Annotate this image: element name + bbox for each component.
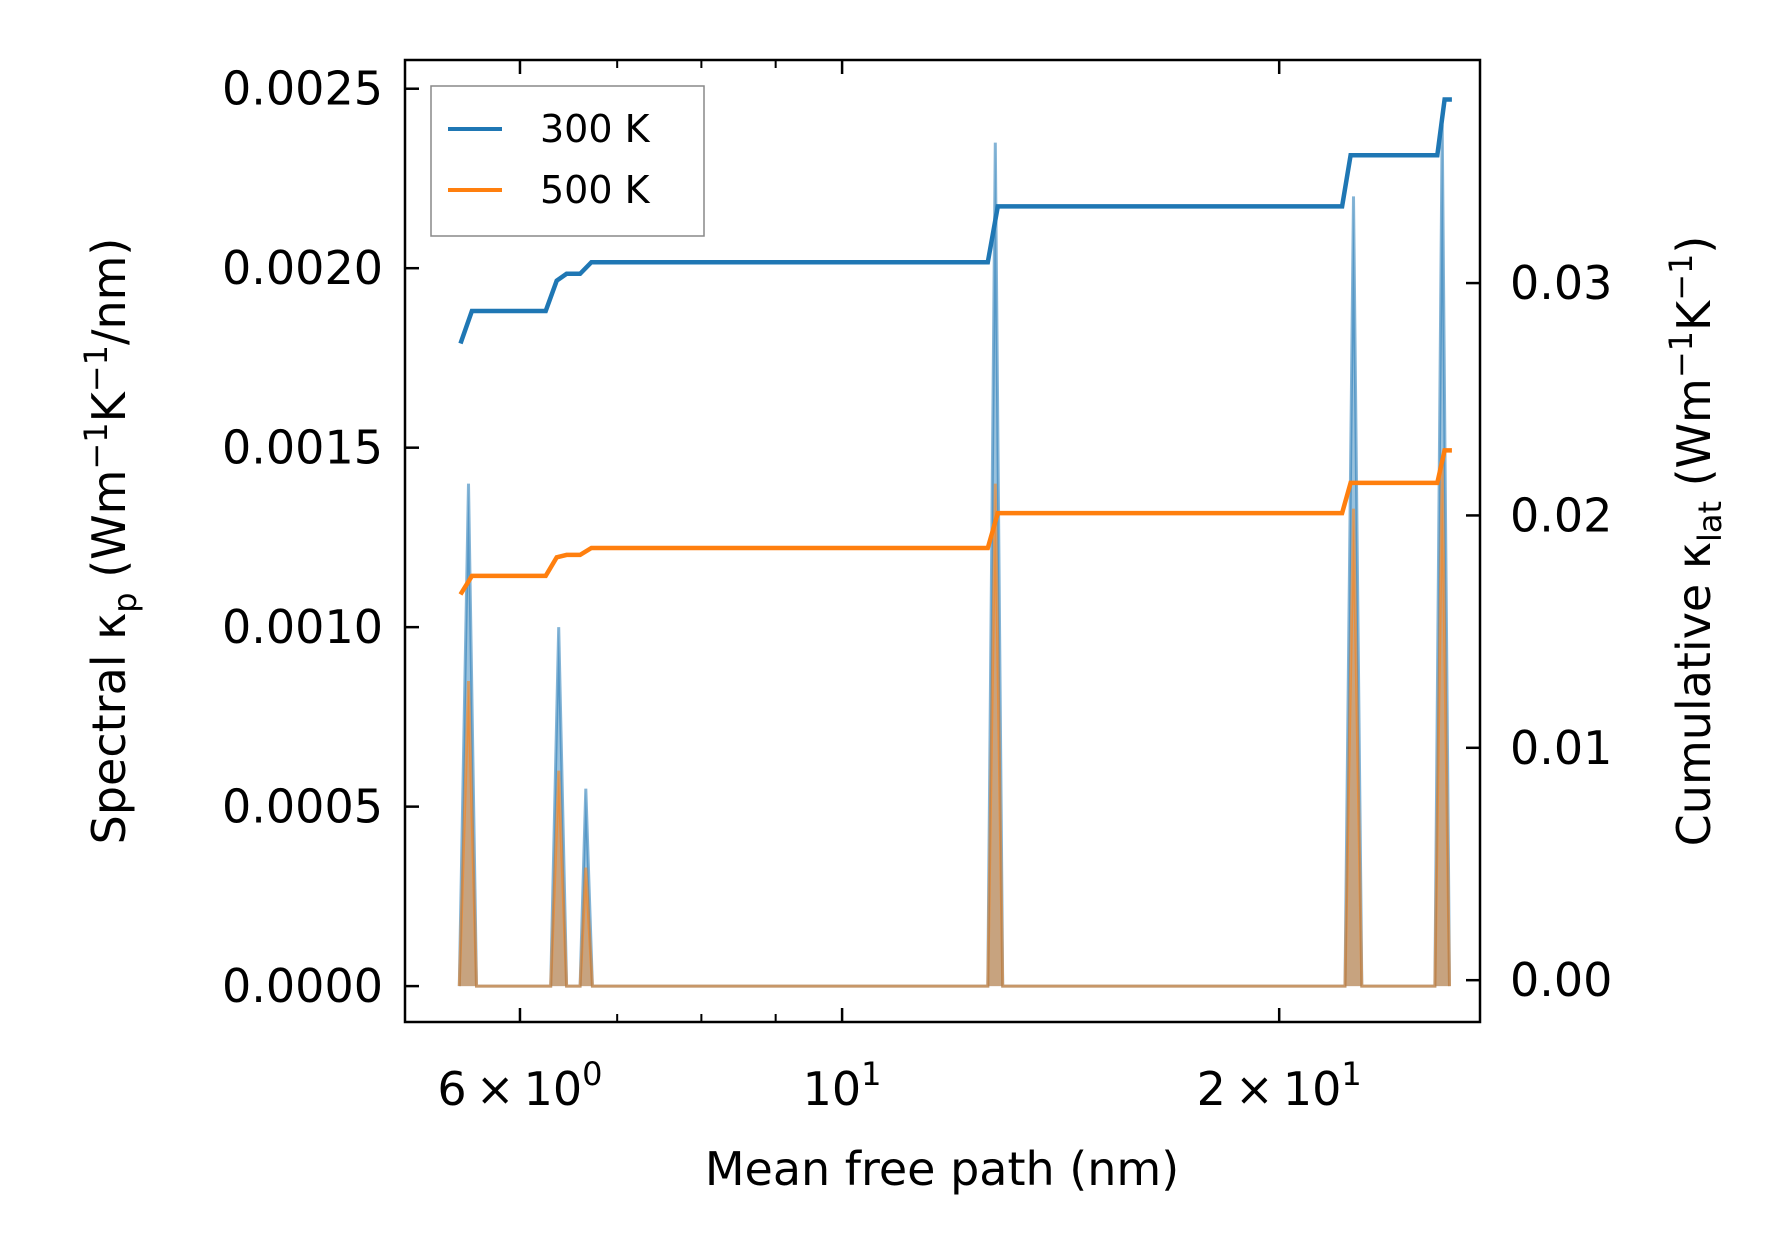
y-label-left-exp1: −1 <box>77 422 115 469</box>
y-axis-label-right: Cumulative κlat (Wm−1K−1) <box>1662 236 1729 847</box>
spectral-fill-500k <box>459 465 1450 987</box>
y-left-tick-label: 0.0005 <box>222 780 383 834</box>
spectral-fill-300k <box>459 124 1450 987</box>
spectral-line-500k <box>457 465 1451 988</box>
x-tick-label: 2 × 101 <box>1197 1055 1362 1116</box>
y-label-left-unit-mid: K <box>82 390 136 422</box>
y-label-left-unit-prefix: (Wm <box>82 470 136 593</box>
y-right-tick-label: 0.02 <box>1510 488 1612 542</box>
y-label-left-main: Spectral κ <box>82 613 136 845</box>
y-left-tick-label: 0.0010 <box>222 600 383 654</box>
legend-label-300k: 300 K <box>540 107 651 151</box>
legend-label-500k: 500 K <box>540 168 651 212</box>
y-left-tick-label: 0.0015 <box>222 421 383 475</box>
y-right-tick-label: 0.03 <box>1510 256 1612 310</box>
x-tick-label: 6 × 100 <box>437 1055 602 1116</box>
y-label-right-exp2: −1 <box>1662 254 1700 301</box>
y-label-left-unit-suffix: /nm) <box>82 238 136 345</box>
y-label-right-unit-prefix: (Wm <box>1667 378 1721 501</box>
legend: 300 K 500 K <box>430 85 705 237</box>
data-layer <box>457 97 1452 988</box>
y-label-right-main: Cumulative κ <box>1667 542 1721 846</box>
cumulative-line-500k <box>458 448 1452 596</box>
plot-frame <box>403 58 1482 1024</box>
y-label-left-sub: p <box>106 592 144 612</box>
y-label-right-unit-suffix: ) <box>1667 236 1721 254</box>
y-left-tick-label: 0.0020 <box>222 241 383 295</box>
y-label-right-exp1: −1 <box>1662 331 1700 378</box>
y-left-tick-label: 0.0025 <box>222 62 383 116</box>
svg-text:Spectral κp (Wm−1K−1/nm): Spectral κp (Wm−1K−1/nm) <box>77 238 144 845</box>
y-label-left-exp2: −1 <box>77 345 115 392</box>
y-label-right-sub: lat <box>1691 501 1729 542</box>
ticks-layer: 0.0000 0.0005 0.0010 0.0015 0.0020 0.0025 0.00… <box>222 60 1612 1116</box>
y-left-tick-label: 0.0000 <box>222 959 383 1013</box>
cumulative-line-300k <box>458 97 1452 345</box>
y-right-tick-label: 0.01 <box>1510 721 1612 775</box>
y-label-right-unit-mid: K <box>1667 299 1721 331</box>
y-right-tick-label: 0.00 <box>1510 953 1612 1007</box>
x-axis-label: Mean free path (nm) <box>705 1142 1179 1196</box>
legend-box <box>430 85 705 237</box>
y-axis-label-left: Spectral κp (Wm−1K−1/nm) <box>77 238 144 845</box>
svg-text:Cumulative κlat (Wm−1K−1): Cumulative κlat (Wm−1K−1) <box>1662 236 1729 847</box>
x-tick-label: 101 <box>803 1055 882 1116</box>
